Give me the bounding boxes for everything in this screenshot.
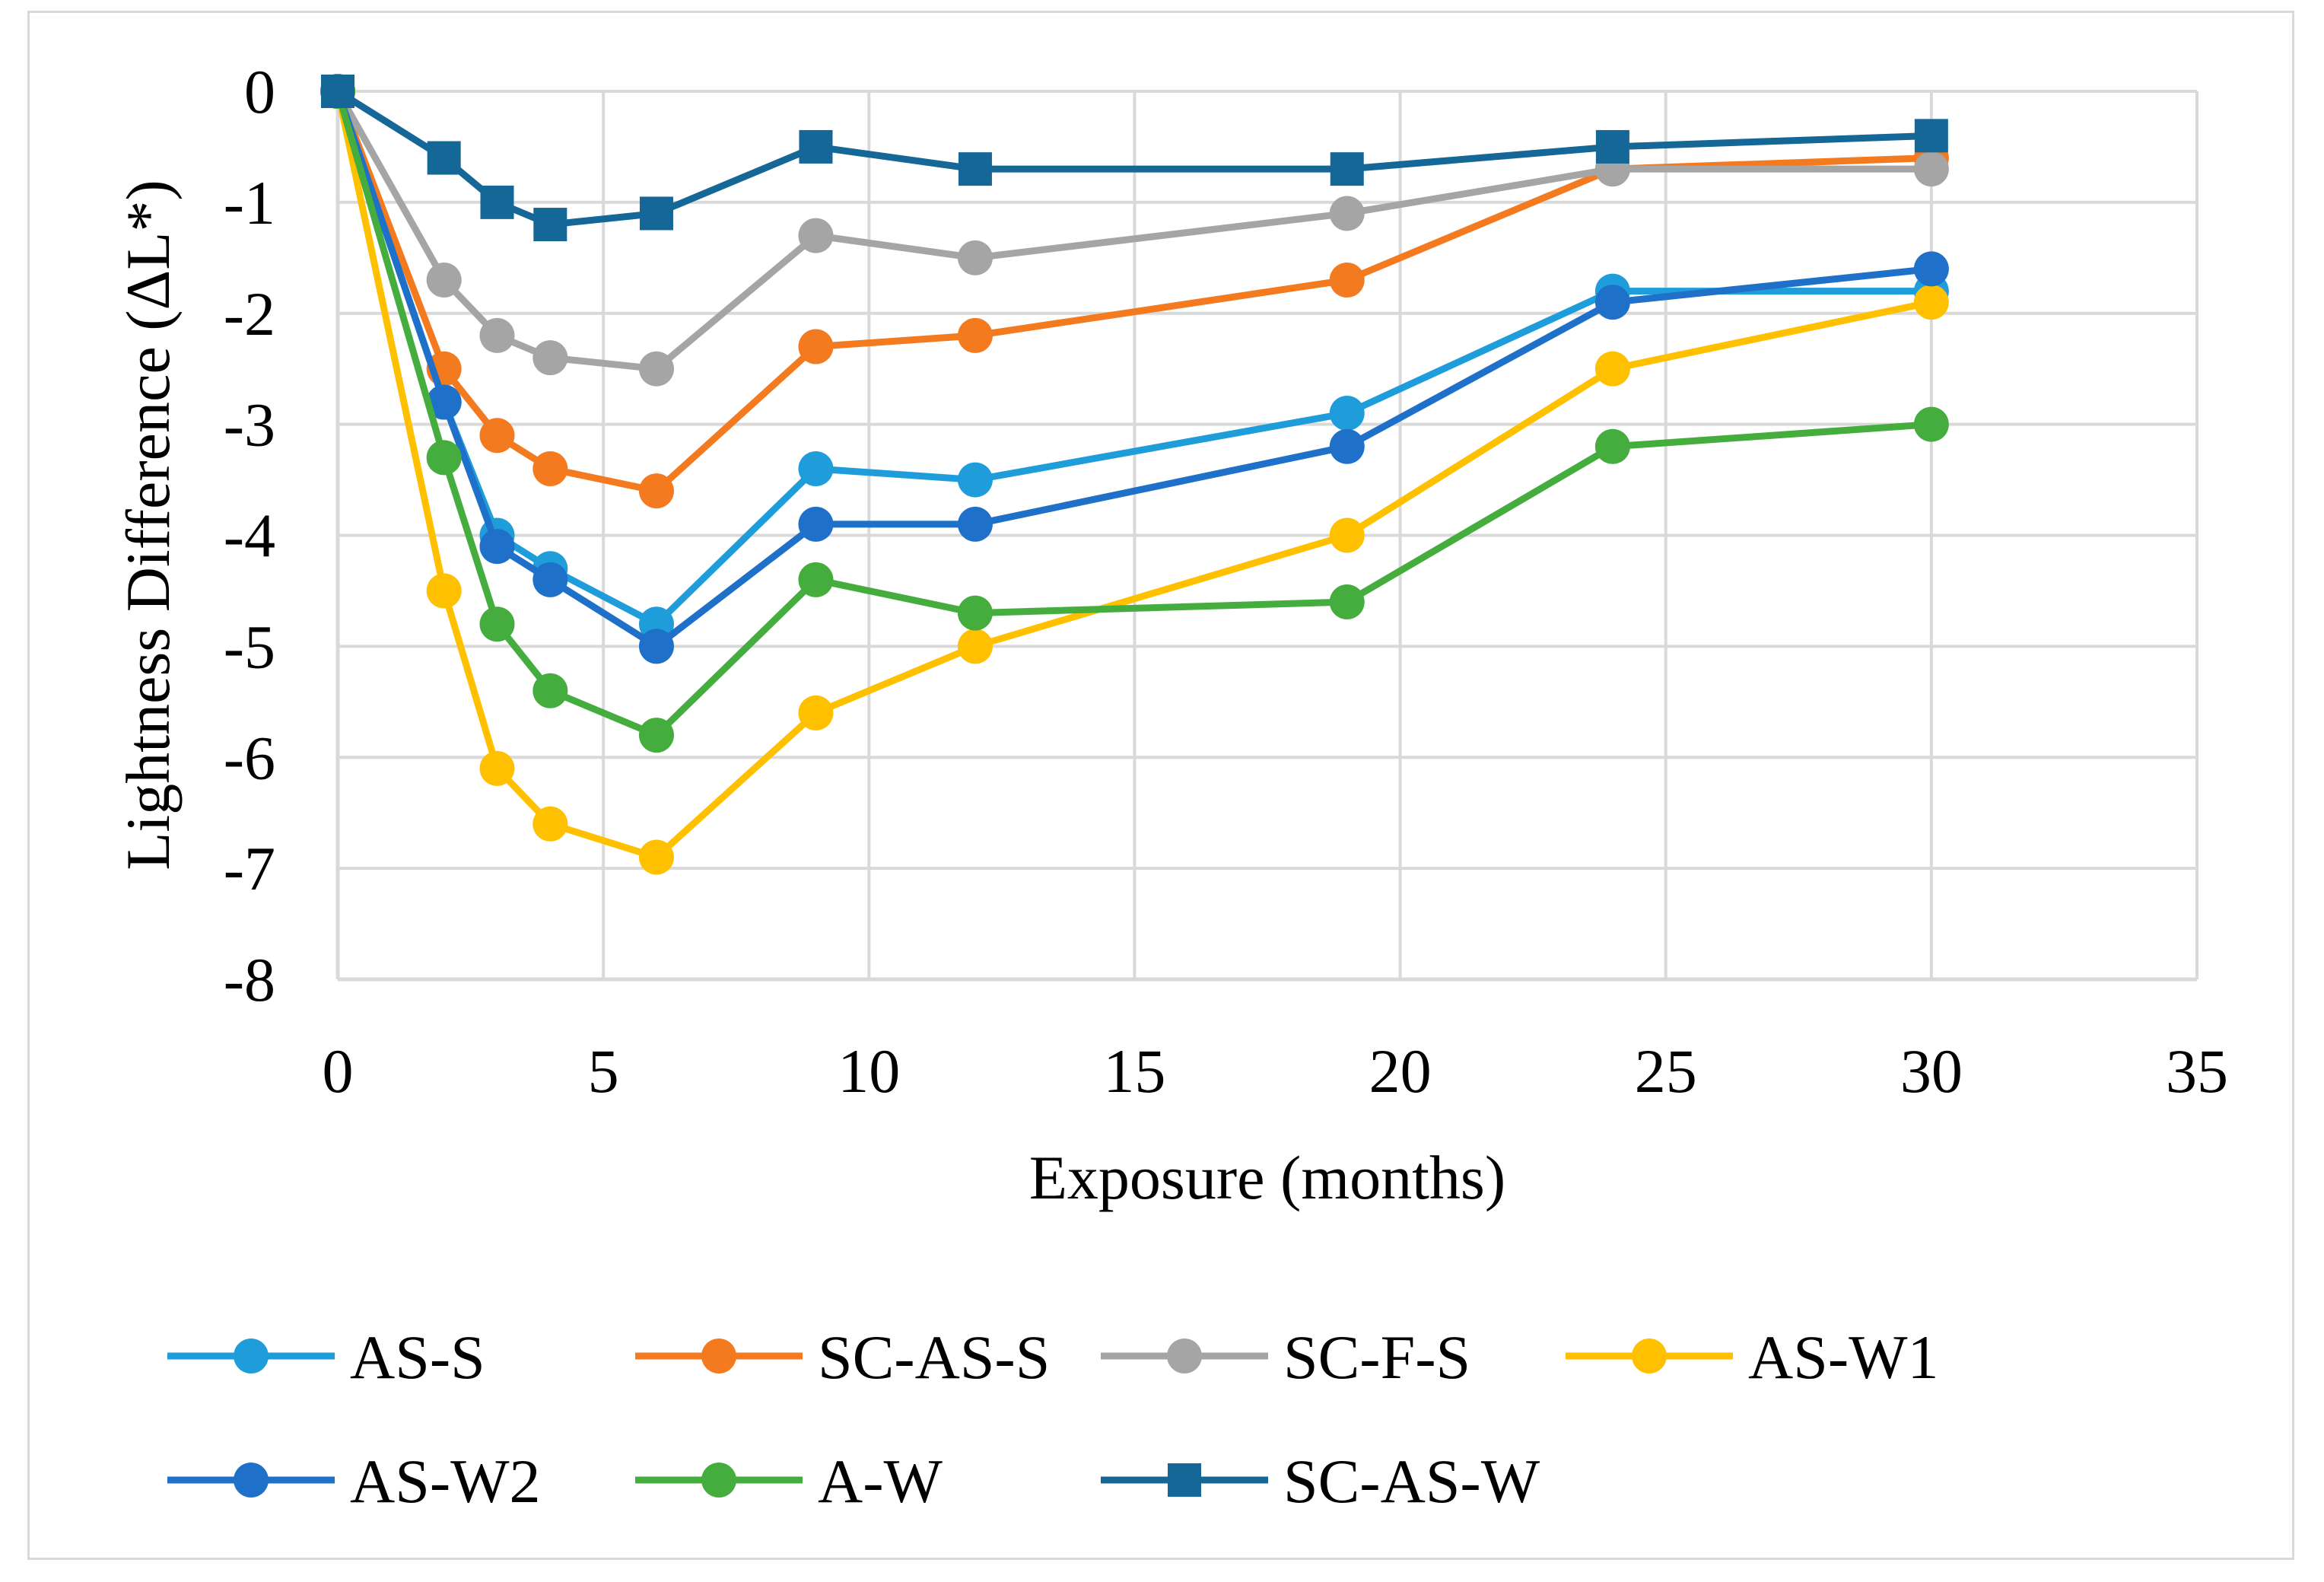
- legend-marker: [701, 1463, 736, 1498]
- data-point: [957, 462, 993, 498]
- data-point: [1913, 406, 1949, 442]
- data-point: [1595, 129, 1629, 164]
- data-point: [533, 562, 568, 597]
- y-tick-label: -4: [224, 501, 275, 571]
- legend-label: AS-W2: [350, 1447, 541, 1516]
- data-point: [957, 595, 993, 631]
- data-point: [638, 351, 674, 387]
- data-point: [638, 629, 674, 664]
- data-point: [427, 141, 461, 175]
- data-point: [1913, 285, 1949, 320]
- legend-label: AS-W1: [1748, 1323, 1939, 1392]
- legend-marker: [1167, 1338, 1202, 1374]
- data-point: [426, 384, 462, 420]
- series-line: [334, 88, 1935, 739]
- data-point: [1913, 151, 1949, 187]
- x-tick-label: 30: [1900, 1036, 1963, 1106]
- series-line: [334, 88, 1935, 495]
- legend-marker: [234, 1338, 269, 1374]
- data-point: [479, 529, 515, 565]
- data-point: [957, 629, 993, 664]
- series-line: [334, 88, 1935, 861]
- data-point: [533, 340, 568, 376]
- data-point: [479, 750, 515, 786]
- data-point: [798, 695, 834, 731]
- data-point: [321, 75, 354, 108]
- legend-label: SC-AS-W: [1283, 1447, 1540, 1516]
- legend-label: A-W: [818, 1447, 943, 1516]
- data-point: [1330, 152, 1364, 186]
- data-point: [533, 450, 568, 486]
- legend-label: SC-AS-S: [818, 1323, 1050, 1392]
- y-tick-label: -2: [224, 279, 275, 349]
- data-point: [958, 152, 992, 186]
- data-point: [639, 196, 673, 231]
- data-point: [1913, 251, 1949, 287]
- data-point: [1329, 584, 1365, 620]
- data-point: [957, 240, 993, 275]
- x-tick-label: 10: [838, 1036, 900, 1106]
- data-point: [798, 562, 834, 597]
- series-line: [334, 88, 1935, 373]
- data-point: [479, 317, 515, 353]
- data-point: [1329, 262, 1365, 298]
- x-axis-label: Exposure (months): [1029, 1143, 1505, 1212]
- data-point: [1594, 351, 1630, 387]
- data-point: [1329, 396, 1365, 431]
- y-axis-label: Lightness Difference (ΔL*): [113, 180, 183, 870]
- tick-labels: 0 5 10 15 20 25 30 35 0 -1 -2 -3 -4 -5 -6 -7 -8: [224, 57, 2228, 1106]
- legend-marker: [234, 1463, 269, 1498]
- data-point: [1914, 119, 1948, 153]
- series-line: [334, 88, 1935, 650]
- data-point: [1329, 428, 1365, 464]
- legend-label: AS-S: [350, 1323, 485, 1392]
- x-tick-label: 15: [1103, 1036, 1165, 1106]
- x-tick-label: 35: [2166, 1036, 2228, 1106]
- legend-marker: [701, 1338, 736, 1374]
- data-point: [479, 606, 515, 642]
- data-point: [638, 473, 674, 509]
- data-point: [426, 573, 462, 609]
- data-point: [798, 450, 834, 486]
- series-line: [334, 88, 1935, 228]
- legend-marker: [1168, 1463, 1201, 1497]
- y-tick-label: -1: [224, 168, 275, 237]
- data-point: [426, 440, 462, 476]
- x-tick-label: 20: [1369, 1036, 1432, 1106]
- data-point: [798, 218, 834, 253]
- data-point: [799, 129, 833, 164]
- y-tick-label: -6: [224, 723, 275, 792]
- data-point: [1594, 285, 1630, 320]
- legend: AS-S SC-AS-S SC-F-S AS-W1 AS-W2 A-W SC-AS-W: [167, 1323, 1939, 1516]
- data-point: [1329, 196, 1365, 231]
- data-point: [426, 262, 462, 298]
- data-point: [798, 506, 834, 542]
- legend-label: SC-F-S: [1283, 1323, 1470, 1392]
- x-tick-label: 0: [323, 1036, 354, 1106]
- data-point: [638, 839, 674, 875]
- data-point: [533, 806, 568, 842]
- data-point: [1594, 428, 1630, 464]
- axes: [335, 91, 2197, 982]
- data-point: [798, 329, 834, 364]
- y-tick-label: -7: [224, 834, 275, 903]
- y-tick-label: -5: [224, 612, 275, 681]
- data-point: [479, 418, 515, 454]
- data-point: [480, 185, 514, 219]
- data-point: [638, 718, 674, 753]
- data-point: [957, 317, 993, 353]
- data-point: [1329, 517, 1365, 553]
- data-point: [957, 506, 993, 542]
- series-layer: [320, 74, 1949, 875]
- y-tick-label: -3: [224, 390, 275, 460]
- data-point: [533, 673, 568, 708]
- y-tick-label: -8: [224, 945, 275, 1014]
- data-point: [533, 208, 567, 242]
- y-tick-label: 0: [244, 57, 275, 126]
- x-tick-label: 5: [588, 1036, 619, 1106]
- legend-marker: [1632, 1338, 1667, 1374]
- x-tick-label: 25: [1635, 1036, 1697, 1106]
